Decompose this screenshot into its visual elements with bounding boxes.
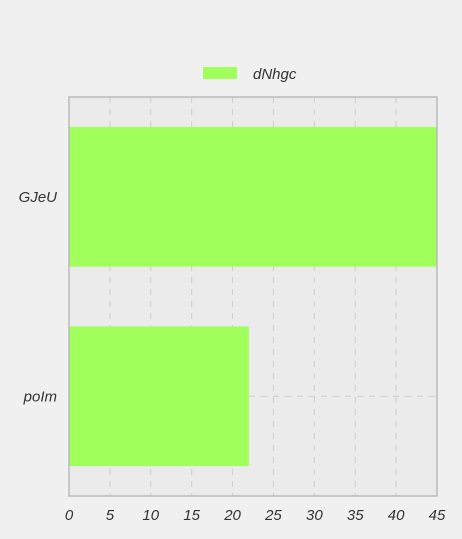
x-tick-label: 35	[347, 507, 364, 524]
legend: dNhgc	[203, 66, 297, 83]
x-tick-label: 30	[306, 507, 323, 524]
y-tick-label: poIm	[23, 388, 57, 405]
bars	[69, 126, 437, 467]
legend-swatch-dNhgc	[203, 67, 237, 79]
x-tick-label: 0	[65, 507, 74, 524]
bar-poIm	[69, 326, 249, 467]
x-tick-labels: 0 5 10 15 20 25 30 35 40 45	[65, 507, 446, 524]
x-tick-label: 15	[183, 507, 200, 524]
x-tick-label: 25	[264, 507, 282, 524]
x-tick-label: 45	[429, 507, 446, 524]
y-tick-label: GJeU	[19, 189, 58, 206]
x-tick-label: 40	[388, 507, 405, 524]
x-tick-label: 10	[142, 507, 159, 524]
x-tick-label: 20	[223, 507, 241, 524]
bar-GJeU	[69, 126, 437, 267]
plot-frame	[68, 96, 438, 497]
legend-label-dNhgc: dNhgc	[253, 66, 297, 83]
x-tick-label: 5	[106, 507, 115, 524]
y-tick-labels: GJeU poIm	[19, 189, 58, 406]
